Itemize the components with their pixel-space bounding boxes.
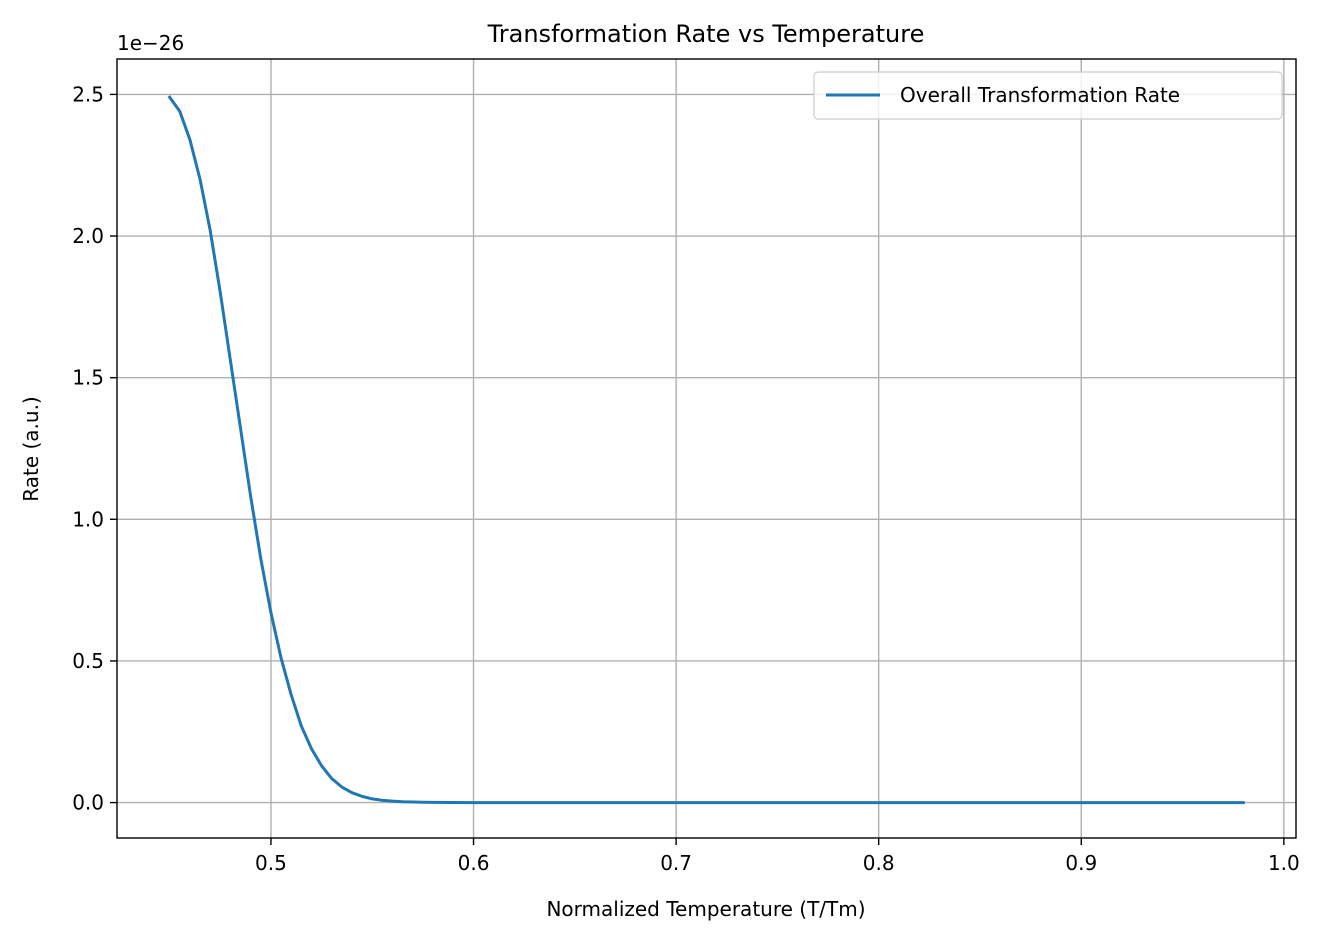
y-tick-label: 1.0 <box>72 507 104 531</box>
x-axis: 0.5 0.6 0.7 0.8 0.9 1.0 <box>255 838 1300 875</box>
x-tick-label: 0.6 <box>458 851 490 875</box>
y-axis-label: Rate (a.u.) <box>19 396 43 501</box>
y-offset-label: 1e−26 <box>117 31 184 55</box>
x-tick-label: 0.7 <box>660 851 692 875</box>
chart-title: Transformation Rate vs Temperature <box>487 20 925 48</box>
x-tick-label: 0.9 <box>1065 851 1097 875</box>
x-axis-label: Normalized Temperature (T/Tm) <box>546 897 865 921</box>
grid <box>117 59 1296 838</box>
series-layer <box>167 95 1245 805</box>
y-axis: 0.0 0.5 1.0 1.5 2.0 2.5 <box>72 82 117 815</box>
y-tick-label: 0.0 <box>72 791 104 815</box>
y-tick-label: 0.5 <box>72 649 104 673</box>
x-tick-label: 0.8 <box>863 851 895 875</box>
y-tick-label: 2.0 <box>72 224 104 248</box>
y-tick-label: 1.5 <box>72 366 104 390</box>
x-tick-label: 1.0 <box>1268 851 1300 875</box>
y-tick-label: 2.5 <box>72 82 104 106</box>
series-line <box>167 95 1245 805</box>
legend-entry-label: Overall Transformation Rate <box>900 83 1180 107</box>
legend-box <box>813 71 1283 120</box>
x-tick-label: 0.5 <box>255 851 287 875</box>
plot-frame <box>116 58 1297 839</box>
legend: Overall Transformation Rate <box>813 71 1283 120</box>
